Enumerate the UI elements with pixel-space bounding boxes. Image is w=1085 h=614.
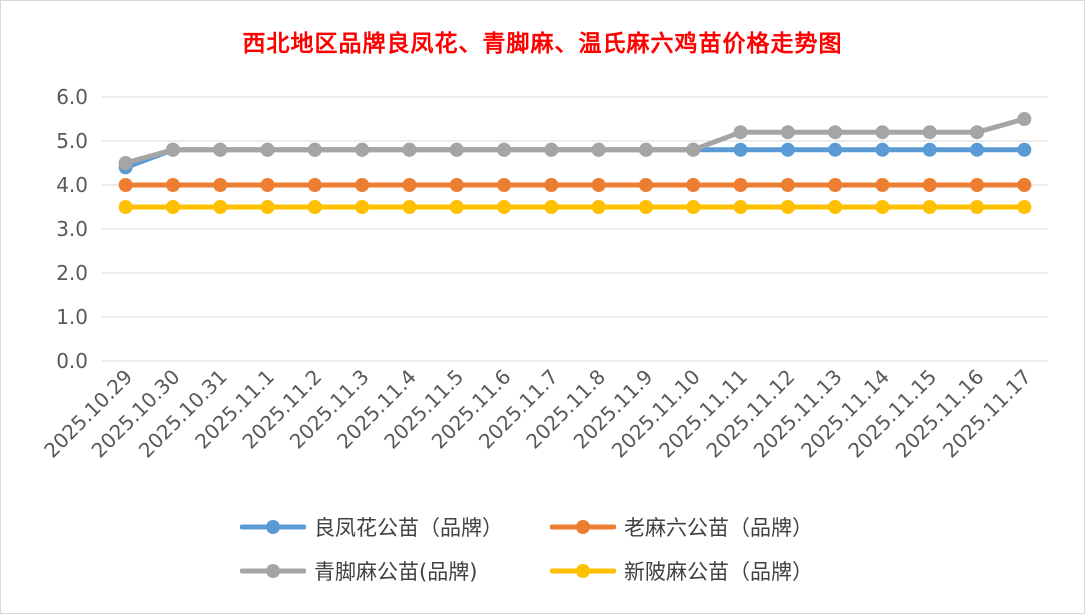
data-point	[1017, 112, 1032, 126]
data-point	[970, 200, 985, 214]
data-point	[1017, 178, 1032, 192]
data-point	[638, 200, 653, 214]
y-tick-label: 0.0	[56, 349, 88, 373]
data-point	[307, 142, 322, 157]
data-point	[497, 142, 512, 157]
legend-swatch-qjm	[240, 564, 306, 578]
data-point	[402, 142, 417, 157]
data-point	[638, 142, 653, 157]
data-point	[591, 200, 606, 214]
legend-label: 青脚麻公苗(品牌)	[314, 560, 478, 584]
legend: 良凤花公苗（品牌） 老麻六公苗（品牌） 青脚麻公苗(品牌) 新陂麻公苗（品牌）	[240, 512, 880, 592]
data-point	[828, 125, 843, 140]
data-point	[780, 178, 795, 192]
chart-title: 西北地区品牌良凤花、青脚麻、温氏麻六鸡苗价格走势图	[242, 30, 843, 57]
y-tick-label: 1.0	[56, 305, 88, 329]
series-line	[123, 147, 1027, 170]
legend-swatch-marker	[576, 520, 590, 534]
legend-swatch-marker	[266, 520, 280, 534]
data-point	[165, 142, 180, 157]
data-point	[686, 178, 701, 192]
data-point	[402, 178, 417, 192]
data-point	[733, 200, 748, 214]
legend-item-lfh: 良凤花公苗（品牌）	[240, 512, 503, 542]
data-point	[686, 200, 701, 214]
data-point	[828, 200, 843, 214]
data-point	[307, 200, 322, 214]
data-point	[355, 178, 370, 192]
data-point	[1017, 142, 1032, 157]
data-point	[733, 125, 748, 140]
data-point	[875, 178, 890, 192]
data-point	[875, 200, 890, 214]
data-point	[449, 178, 464, 192]
data-point	[402, 200, 417, 214]
legend-swatch-xbm	[550, 564, 616, 578]
data-point	[497, 200, 512, 214]
data-point	[118, 156, 133, 170]
legend-label: 良凤花公苗（品牌）	[314, 516, 503, 540]
data-point	[780, 200, 795, 214]
data-point	[922, 125, 937, 140]
data-point	[213, 178, 228, 192]
data-point	[118, 178, 133, 192]
legend-item-xbm: 新陂麻公苗（品牌）	[550, 556, 813, 586]
data-point	[260, 178, 275, 192]
data-point	[970, 142, 985, 157]
data-point	[875, 125, 890, 140]
data-point	[355, 142, 370, 157]
data-point	[591, 142, 606, 157]
data-point	[307, 178, 322, 192]
legend-item-qjm: 青脚麻公苗(品牌)	[240, 556, 477, 586]
series-line	[123, 116, 1027, 166]
y-tick-label: 3.0	[56, 217, 88, 241]
y-tick-label: 6.0	[56, 85, 88, 109]
data-point	[733, 142, 748, 157]
data-point	[828, 142, 843, 157]
data-point	[165, 200, 180, 214]
data-point	[544, 142, 559, 157]
data-point	[733, 178, 748, 192]
y-tick-label: 2.0	[56, 261, 88, 285]
data-point	[544, 200, 559, 214]
data-point	[970, 125, 985, 140]
legend-swatch-marker	[576, 564, 590, 578]
data-point	[970, 178, 985, 192]
legend-label: 老麻六公苗（品牌）	[624, 516, 813, 540]
data-point	[922, 200, 937, 214]
legend-swatch-lml	[550, 520, 616, 534]
legend-label: 新陂麻公苗（品牌）	[624, 560, 813, 584]
data-point	[591, 178, 606, 192]
data-point	[213, 142, 228, 157]
legend-item-lml: 老麻六公苗（品牌）	[550, 512, 813, 542]
data-point	[638, 178, 653, 192]
data-point	[780, 142, 795, 157]
data-point	[497, 178, 512, 192]
data-point	[260, 200, 275, 214]
data-point	[213, 200, 228, 214]
y-tick-label: 4.0	[56, 173, 88, 197]
data-point	[1017, 200, 1032, 214]
legend-swatch-marker	[266, 564, 280, 578]
data-point	[449, 200, 464, 214]
data-point	[165, 178, 180, 192]
data-point	[875, 142, 890, 157]
data-point	[922, 178, 937, 192]
data-point	[355, 200, 370, 214]
data-point	[828, 178, 843, 192]
data-point	[544, 178, 559, 192]
legend-swatch-lfh	[240, 520, 306, 534]
data-point	[449, 142, 464, 157]
y-tick-label: 5.0	[56, 129, 88, 153]
data-point	[118, 200, 133, 214]
data-point	[686, 142, 701, 157]
data-point	[260, 142, 275, 157]
data-point	[780, 125, 795, 140]
data-point	[922, 142, 937, 157]
